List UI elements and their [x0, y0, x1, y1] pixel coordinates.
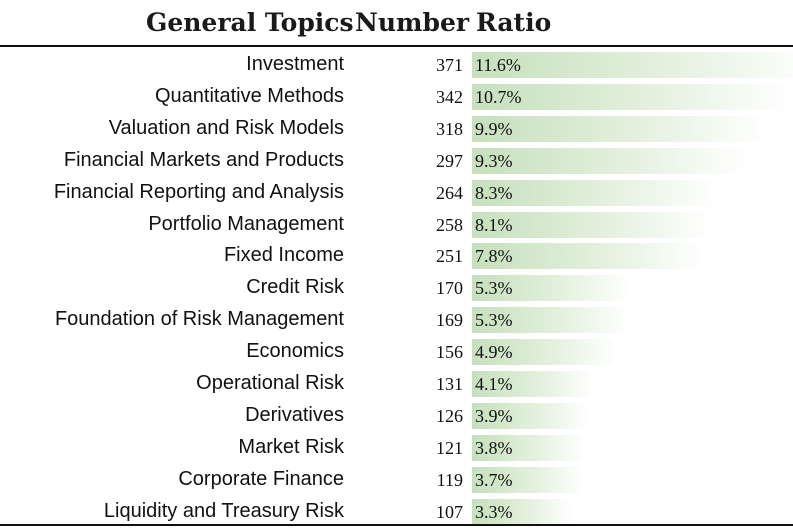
- topic-label: Portfolio Management: [148, 212, 344, 235]
- number-value: 371: [436, 55, 463, 75]
- table-row: Quantitative Methods 342 10.7%: [0, 81, 793, 113]
- ratio-bar: [472, 466, 583, 493]
- table-row: Operational Risk 131 4.1%: [0, 368, 793, 400]
- header-ratio: Ratio: [476, 8, 552, 37]
- header-rule: [0, 45, 793, 47]
- topic-label: Economics: [246, 340, 344, 363]
- table-row: Valuation and Risk Models 318 9.9%: [0, 113, 793, 145]
- number-value: 121: [436, 437, 463, 458]
- ratio-bar: [472, 434, 585, 461]
- ratio-bar: [472, 307, 629, 334]
- number-value: 297: [436, 150, 463, 171]
- ratio-bar: [472, 115, 768, 142]
- ratio-value: 9.9%: [475, 118, 513, 139]
- ratio-value: 4.9%: [475, 342, 513, 363]
- ratio-bar: [472, 243, 705, 270]
- topic-label: Financial Markets and Products: [63, 148, 344, 171]
- ratio-value: 3.3%: [475, 501, 513, 522]
- number-value: 264: [436, 182, 463, 203]
- topic-label: Foundation of Risk Management: [54, 308, 344, 331]
- number-value: 318: [436, 118, 463, 139]
- topic-label: Financial Reporting and Analysis: [53, 180, 344, 203]
- table-row: Investment 371 11.6%: [0, 49, 793, 81]
- number-value: 169: [436, 310, 463, 331]
- ratio-bar: [472, 402, 589, 429]
- topic-label: Quantitative Methods: [155, 84, 344, 107]
- topic-label: Fixed Income: [223, 244, 344, 267]
- header-topic: General Topics: [146, 8, 354, 37]
- table-row: Foundation of Risk Management 169 5.3%: [0, 304, 793, 336]
- number-value: 126: [436, 405, 463, 426]
- topic-label: Valuation and Risk Models: [108, 116, 344, 139]
- ratio-bar: [472, 211, 712, 238]
- ratio-value: 4.1%: [475, 374, 513, 394]
- topic-label: Credit Risk: [246, 276, 344, 299]
- ratio-value: 11.6%: [475, 55, 521, 75]
- ratio-value: 8.3%: [475, 182, 513, 203]
- topic-label: Operational Risk: [196, 372, 344, 394]
- table-row: Economics 156 4.9%: [0, 336, 793, 368]
- topic-label: Investment: [246, 53, 344, 75]
- number-value: 156: [436, 342, 463, 363]
- number-value: 131: [436, 374, 463, 394]
- topic-label: Liquidity and Treasury Risk: [103, 499, 344, 522]
- topic-label: Derivatives: [245, 403, 344, 426]
- ratio-bar: [472, 498, 572, 525]
- ratio-value: 8.1%: [475, 214, 513, 235]
- table-header: General Topics Number Ratio: [0, 0, 793, 44]
- table-row: Fixed Income 251 7.8%: [0, 240, 793, 272]
- ratio-value: 5.3%: [475, 310, 513, 331]
- ratio-value: 5.3%: [475, 278, 513, 299]
- number-value: 342: [436, 86, 463, 107]
- number-value: 251: [436, 246, 463, 267]
- ratio-bar: [472, 179, 717, 206]
- table-row: Corporate Finance 119 3.7%: [0, 464, 793, 496]
- table-row: Financial Reporting and Analysis 264 8.3%: [0, 177, 793, 209]
- ratio-bar: [472, 275, 630, 302]
- bottom-rule: [0, 524, 793, 526]
- ratio-value: 9.3%: [475, 150, 513, 171]
- table-row: Credit Risk 170 5.3%: [0, 272, 793, 304]
- number-value: 119: [436, 469, 463, 490]
- ratio-bar: [472, 147, 748, 174]
- topic-label: Market Risk: [238, 435, 344, 458]
- number-value: 170: [436, 278, 463, 299]
- ratio-value: 3.9%: [475, 405, 513, 426]
- topic-label: Corporate Finance: [178, 467, 344, 490]
- ratio-value: 3.8%: [475, 437, 513, 458]
- table-row: Market Risk 121 3.8%: [0, 432, 793, 464]
- table-row: Financial Markets and Products 297 9.3%: [0, 145, 793, 177]
- ratio-bar: [472, 83, 790, 110]
- table-row: Derivatives 126 3.9%: [0, 400, 793, 432]
- ratio-value: 10.7%: [475, 86, 522, 107]
- table-row: Portfolio Management 258 8.1%: [0, 209, 793, 241]
- number-value: 258: [436, 214, 463, 235]
- header-number: Number: [355, 8, 470, 37]
- number-value: 107: [436, 501, 463, 522]
- table-row: Liquidity and Treasury Risk 107 3.3%: [0, 496, 793, 528]
- ratio-bar: [472, 371, 594, 397]
- ratio-bar: [472, 339, 617, 366]
- ratio-value: 7.8%: [475, 246, 513, 267]
- ratio-value: 3.7%: [475, 469, 513, 490]
- ratio-bar: [472, 52, 793, 78]
